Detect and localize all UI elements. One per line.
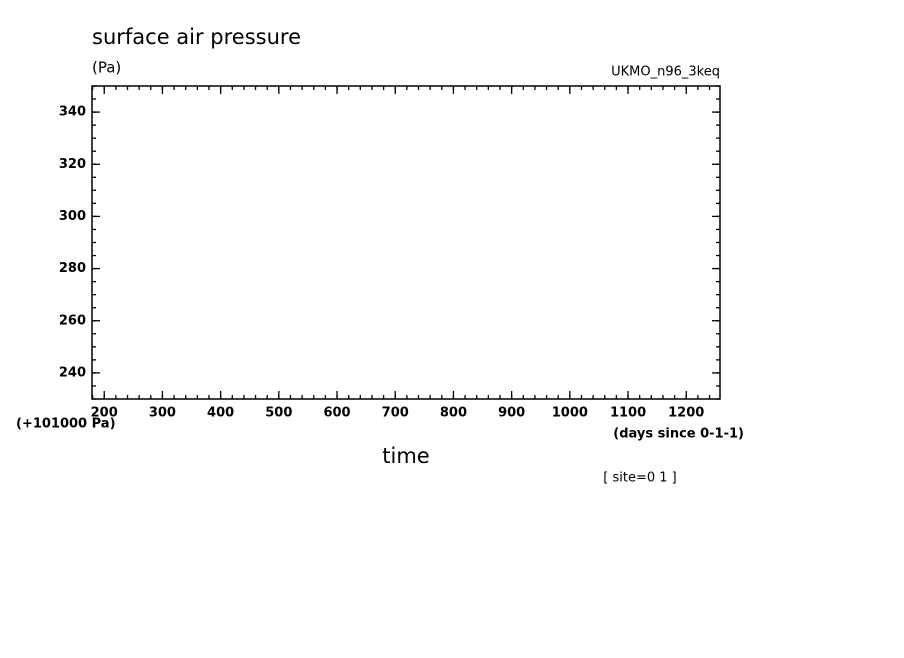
y-tick-label: 320	[59, 157, 86, 172]
y-tick-label: 300	[59, 209, 86, 224]
y-unit: (Pa)	[92, 59, 121, 77]
y-tick-label: 240	[59, 365, 86, 380]
y-tick-label: 340	[59, 105, 86, 120]
x-tick-label: 1100	[610, 406, 646, 421]
x-tick-label: 200	[91, 406, 118, 421]
x-tick-label: 700	[382, 406, 409, 421]
x-unit: (days since 0-1-1)	[613, 427, 744, 442]
source-label: UKMO_n96_3keq	[611, 65, 720, 80]
x-tick-label: 300	[149, 406, 176, 421]
y-tick-label: 260	[59, 313, 86, 328]
y-offset-label: (+101000 Pa)	[16, 417, 116, 432]
x-tick-label: 900	[498, 406, 525, 421]
annotation: [ site=0 1 ]	[603, 471, 676, 486]
plot-frame	[91, 85, 721, 400]
x-tick-label: 400	[207, 406, 234, 421]
x-tick-label: 1000	[552, 406, 588, 421]
y-tick-label: 280	[59, 261, 86, 276]
x-tick-label: 800	[440, 406, 467, 421]
x-tick-label: 500	[265, 406, 292, 421]
chart-title: surface air pressure	[92, 25, 301, 49]
x-tick-label: 1200	[668, 406, 704, 421]
x-tick-label: 600	[323, 406, 350, 421]
x-axis-title: time	[382, 444, 429, 468]
